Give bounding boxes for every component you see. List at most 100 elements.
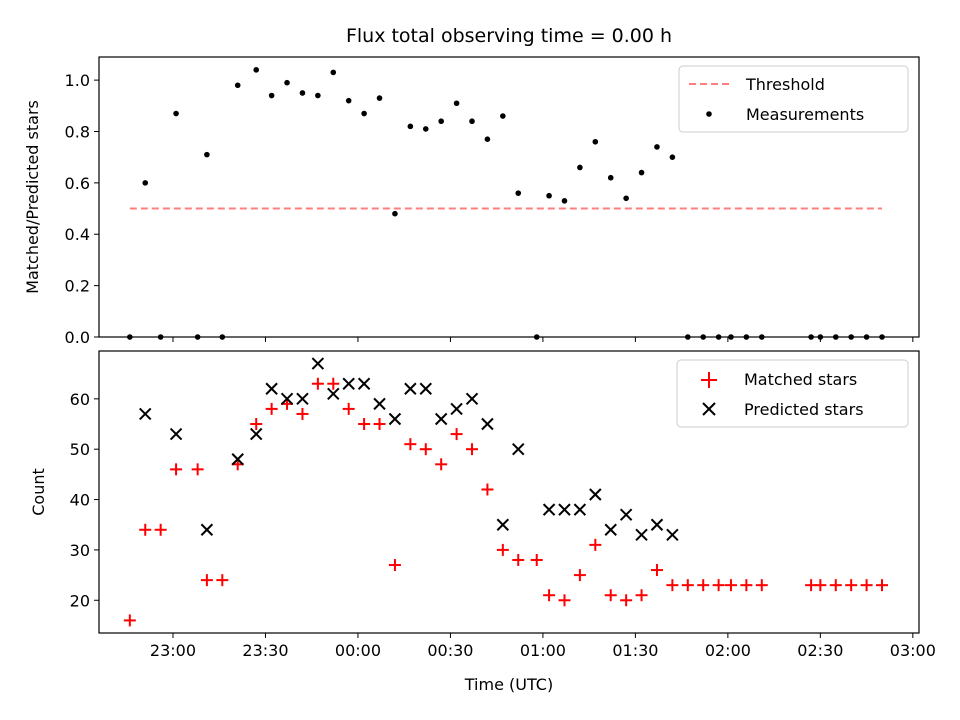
- predicted-point-6: [280, 392, 294, 406]
- top-legend-box: [678, 65, 909, 133]
- bottom-plot-frame: [98, 350, 920, 634]
- matched-point-8: [250, 418, 263, 431]
- predicted-point-10: [342, 377, 355, 390]
- measurement-point-28: [561, 198, 568, 204]
- matched-point-6: [216, 574, 229, 587]
- matched-point-28: [558, 594, 571, 607]
- matched-point-24: [496, 543, 509, 556]
- matched-point-31: [604, 589, 617, 602]
- measurement-point-5: [204, 151, 210, 158]
- measurement-point-10: [284, 79, 290, 86]
- x-tick-label-1: 23:30: [242, 641, 288, 660]
- predicted-point-26: [604, 523, 617, 536]
- measurement-point-32: [623, 195, 629, 202]
- predicted-point-20: [496, 518, 510, 531]
- legend-matched-swatch: [701, 372, 717, 388]
- measurement-point-33: [638, 169, 645, 176]
- matched-point-45: [845, 579, 858, 592]
- predicted-point-15: [419, 382, 432, 395]
- measurement-point-30: [592, 138, 599, 145]
- legend-threshold-label: Threshold: [745, 75, 825, 94]
- matched-point-25: [512, 553, 525, 566]
- predicted-point-23: [558, 503, 571, 516]
- predicted-point-28: [635, 528, 648, 542]
- predicted-point-14: [404, 382, 417, 395]
- predicted-point-30: [666, 528, 679, 542]
- matched-point-37: [697, 579, 710, 592]
- bottom-y-tick-label-2: 40: [70, 491, 90, 510]
- chart-title: Flux total observing time = 0.00 h: [346, 25, 672, 47]
- top-y-axis-label: Matched/Predicted stars: [23, 100, 42, 294]
- bottom-y-tick-label-1: 30: [70, 541, 90, 560]
- matched-point-35: [666, 579, 679, 592]
- legend-predicted-label: Predicted stars: [744, 400, 864, 419]
- matched-point-13: [327, 377, 340, 390]
- legend-measurements-label: Measurements: [746, 105, 864, 124]
- predicted-point-24: [573, 503, 587, 516]
- matched-point-26: [530, 553, 543, 566]
- bottom-y-tick-label-4: 60: [70, 390, 90, 409]
- matched-point-40: [740, 579, 753, 592]
- measurement-point-16: [376, 95, 383, 101]
- predicted-point-29: [650, 518, 664, 531]
- legend-predicted-swatch: [702, 402, 716, 416]
- top-y-tick-label-1: 0.2: [65, 277, 90, 296]
- matched-point-2: [154, 523, 167, 536]
- bottom-legend: Matched stars Predicted stars: [676, 359, 909, 428]
- top-y-tick-label-5: 1.0: [65, 71, 90, 90]
- matched-point-11: [296, 407, 309, 420]
- measurement-point-3: [173, 110, 179, 117]
- bottom-y-axis-label: Count: [29, 468, 48, 516]
- measurement-point-1: [142, 180, 149, 186]
- measurement-point-29: [577, 164, 583, 171]
- predicted-point-8: [311, 357, 325, 370]
- matched-point-36: [681, 579, 694, 592]
- measurement-point-13: [330, 69, 337, 76]
- bottom-y-tick-label-3: 50: [70, 440, 90, 459]
- matched-point-27: [543, 589, 556, 602]
- x-tick-label-2: 00:00: [335, 641, 381, 660]
- predicted-point-9: [327, 387, 340, 401]
- matched-point-34: [650, 564, 663, 577]
- predicted-point-21: [512, 442, 525, 456]
- matched-point-0: [123, 614, 136, 627]
- matched-point-16: [373, 418, 386, 431]
- matched-point-39: [724, 579, 737, 592]
- matched-point-30: [589, 538, 602, 551]
- matched-point-22: [466, 443, 479, 456]
- matched-point-14: [342, 402, 355, 415]
- measurement-point-35: [669, 154, 676, 160]
- bottom-legend-box: [676, 359, 909, 428]
- x-tick-label-0: 23:00: [150, 641, 196, 660]
- x-axis-label: Time (UTC): [464, 675, 553, 694]
- top-legend: Threshold Measurements: [678, 65, 909, 133]
- x-tick-label-6: 02:00: [705, 641, 751, 660]
- x-tick-label-7: 02:30: [797, 641, 843, 660]
- matched-point-20: [435, 458, 448, 471]
- measurement-point-23: [484, 136, 491, 143]
- measurement-point-12: [315, 92, 321, 99]
- predicted-point-2: [200, 523, 214, 536]
- top-panel: 0.0 0.2 0.4 0.6 0.8 1.0 Matched/Predicted sta…: [23, 56, 920, 347]
- matched-point-38: [712, 579, 725, 592]
- predicted-point-1: [169, 427, 183, 441]
- predicted-point-12: [373, 397, 386, 411]
- predicted-point-5: [265, 382, 278, 395]
- matched-point-21: [450, 428, 463, 441]
- matched-point-9: [265, 402, 278, 415]
- predicted-point-7: [296, 392, 309, 406]
- bottom-y-tick-label-0: 20: [70, 591, 90, 610]
- measurement-point-18: [407, 123, 414, 130]
- legend-measurements-swatch: [706, 111, 712, 117]
- matched-point-32: [620, 594, 633, 607]
- predicted-point-4: [250, 427, 263, 441]
- measurement-point-17: [392, 210, 398, 217]
- top-y-tick-label-4: 0.8: [65, 122, 90, 141]
- bottom-panel: 20 30 40 50 60 23:00 23:30 00:00 00:30 01:00 01:3…: [29, 350, 936, 694]
- predicted-point-0: [139, 407, 152, 421]
- x-tick-label-8: 03:00: [890, 641, 936, 660]
- matched-point-41: [755, 579, 768, 592]
- matched-point-19: [419, 443, 432, 456]
- matched-point-4: [191, 463, 204, 476]
